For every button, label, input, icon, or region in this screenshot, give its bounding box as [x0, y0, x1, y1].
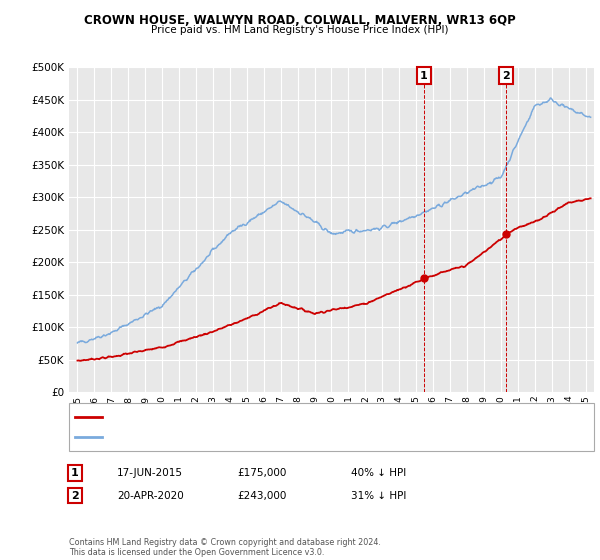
Text: £175,000: £175,000: [237, 468, 286, 478]
Text: 1: 1: [71, 468, 79, 478]
Text: 17-JUN-2015: 17-JUN-2015: [117, 468, 183, 478]
Text: 2: 2: [502, 71, 510, 81]
Text: 1: 1: [420, 71, 428, 81]
Text: £243,000: £243,000: [237, 491, 286, 501]
Text: CROWN HOUSE, WALWYN ROAD, COLWALL, MALVERN, WR13 6QP: CROWN HOUSE, WALWYN ROAD, COLWALL, MALVE…: [84, 14, 516, 27]
Text: Price paid vs. HM Land Registry's House Price Index (HPI): Price paid vs. HM Land Registry's House …: [151, 25, 449, 35]
Text: HPI: Average price, detached house, Herefordshire: HPI: Average price, detached house, Here…: [108, 433, 322, 442]
Text: 31% ↓ HPI: 31% ↓ HPI: [351, 491, 406, 501]
Text: 20-APR-2020: 20-APR-2020: [117, 491, 184, 501]
Text: 2: 2: [71, 491, 79, 501]
Text: CROWN HOUSE, WALWYN ROAD, COLWALL, MALVERN, WR13 6QP (detached house): CROWN HOUSE, WALWYN ROAD, COLWALL, MALVE…: [108, 412, 459, 421]
Text: 40% ↓ HPI: 40% ↓ HPI: [351, 468, 406, 478]
Text: Contains HM Land Registry data © Crown copyright and database right 2024.
This d: Contains HM Land Registry data © Crown c…: [69, 538, 381, 557]
